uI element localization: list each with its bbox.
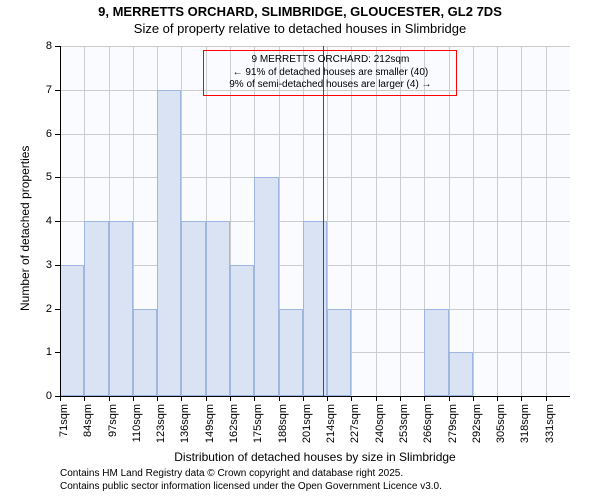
bar: [254, 177, 278, 396]
xtick-label: 227sqm: [349, 404, 361, 454]
attribution-footer: Contains HM Land Registry data © Crown c…: [60, 468, 442, 493]
x-axis-line: [60, 396, 570, 397]
ytick-label: 3: [32, 259, 52, 271]
y-axis-label: Number of detached properties: [18, 146, 32, 311]
ytick-label: 7: [32, 84, 52, 96]
callout-line1: 9 MERRETTS ORCHARD: 212sqm: [210, 54, 450, 67]
xtick-label: 123sqm: [155, 404, 167, 454]
xtick-label: 240sqm: [374, 404, 386, 454]
bar: [206, 221, 230, 396]
xtick-label: 318sqm: [519, 404, 531, 454]
bar: [424, 309, 448, 397]
xtick-label: 292sqm: [471, 404, 483, 454]
xtick-label: 162sqm: [228, 404, 240, 454]
xtick-label: 214sqm: [325, 404, 337, 454]
gridline-v: [546, 46, 547, 396]
gridline-v: [449, 46, 450, 396]
xtick-label: 136sqm: [179, 404, 191, 454]
gridline-v: [473, 46, 474, 396]
ytick-label: 6: [32, 128, 52, 140]
gridline-v: [376, 46, 377, 396]
callout-box: 9 MERRETTS ORCHARD: 212sqm← 91% of detac…: [203, 50, 457, 96]
bar: [181, 221, 205, 396]
xtick-label: 305sqm: [495, 404, 507, 454]
y-axis-line: [60, 46, 61, 396]
bar: [84, 221, 108, 396]
ytick-label: 8: [32, 40, 52, 52]
gridline-h: [60, 134, 570, 135]
ytick-label: 0: [32, 390, 52, 402]
xtick-label: 279sqm: [447, 404, 459, 454]
histogram-chart: 0 1 2 3 4 5 6 7 8 71sqm 84sqm 97sqm 110sqm 123sqm 136s…: [0, 0, 600, 500]
bar: [230, 265, 254, 396]
xtick-label: 266sqm: [422, 404, 434, 454]
bar: [60, 265, 84, 396]
gridline-v: [400, 46, 401, 396]
ytick-label: 4: [32, 215, 52, 227]
bar: [279, 309, 303, 397]
callout-line2: ← 91% of detached houses are smaller (40…: [210, 67, 450, 80]
bar: [109, 221, 133, 396]
xtick-label: 84sqm: [82, 404, 94, 454]
gridline-h: [60, 46, 570, 47]
bar: [157, 90, 181, 396]
xtick-label: 331sqm: [544, 404, 556, 454]
callout-line3: 9% of semi-detached houses are larger (4…: [210, 79, 450, 92]
xtick-label: 149sqm: [204, 404, 216, 454]
gridline-v: [351, 46, 352, 396]
figure: 9, MERRETTS ORCHARD, SLIMBRIDGE, GLOUCES…: [0, 0, 600, 500]
ytick-label: 1: [32, 346, 52, 358]
xtick-label: 188sqm: [277, 404, 289, 454]
xtick-label: 175sqm: [252, 404, 264, 454]
xtick-label: 110sqm: [131, 404, 143, 454]
xtick-label: 71sqm: [58, 404, 70, 454]
xtick-label: 97sqm: [107, 404, 119, 454]
marker-line: [323, 46, 324, 396]
x-axis-label: Distribution of detached houses by size …: [60, 450, 570, 464]
ytick-label: 5: [32, 171, 52, 183]
ytick-label: 2: [32, 303, 52, 315]
xtick-label: 253sqm: [398, 404, 410, 454]
xtick-label: 201sqm: [301, 404, 313, 454]
footer-line1: Contains HM Land Registry data © Crown c…: [60, 468, 442, 481]
gridline-v: [521, 46, 522, 396]
gridline-v: [497, 46, 498, 396]
bar: [133, 309, 157, 397]
footer-line2: Contains public sector information licen…: [60, 481, 442, 494]
bar: [449, 352, 473, 396]
bar: [327, 309, 351, 397]
gridline-h: [60, 177, 570, 178]
